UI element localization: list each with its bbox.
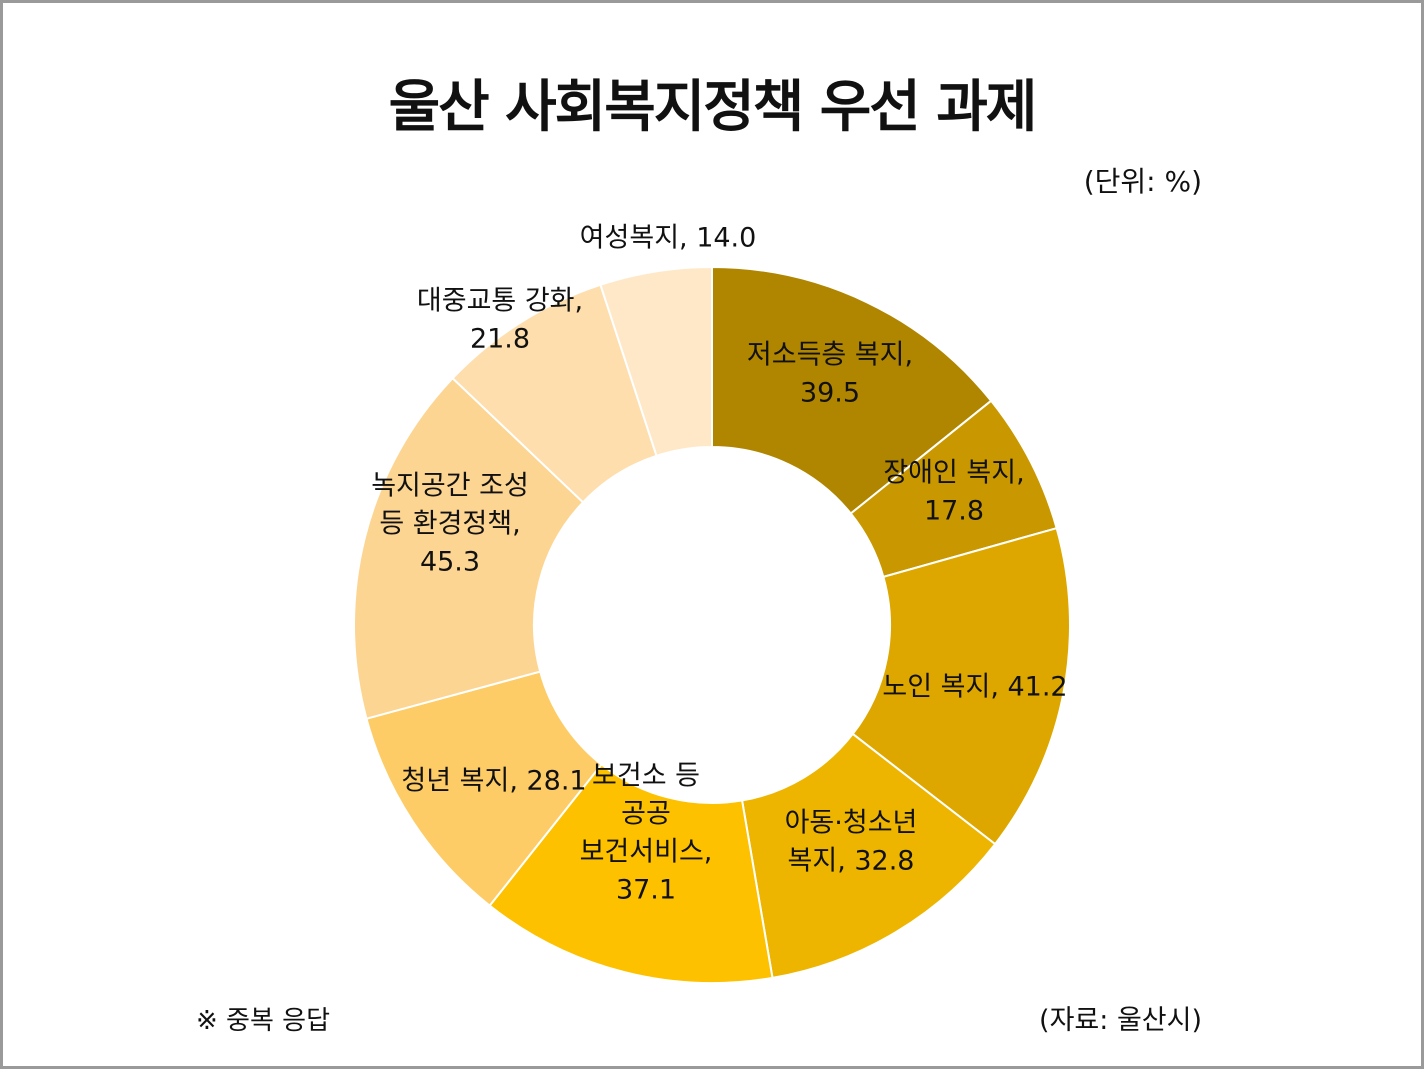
slice-label-line: 45.3 [420, 547, 480, 578]
slice-label-line: 대중교통 강화, [417, 286, 583, 317]
donut-slice [599, 265, 713, 458]
donut-slice [488, 763, 774, 984]
slice-label-line: 39.5 [800, 378, 860, 409]
slice-label-line: 청년 복지, 28.1 [401, 766, 586, 797]
slice-label-line: 공공 [621, 799, 671, 830]
slice-label-line: 아동·청소년 [785, 808, 918, 839]
slice-label-line: 21.8 [470, 324, 530, 355]
slice-label: 여성복지, 14.0 [580, 223, 757, 254]
slice-label: 장애인 복지, 17.8 [883, 458, 1024, 527]
source-note: (자료: 울산시) [1039, 1005, 1202, 1036]
slice-label-line: 17.8 [924, 496, 984, 527]
donut-slice [711, 265, 993, 515]
unit-label: (단위: %) [1083, 165, 1202, 198]
slice-label-line: 등 환경정책, [379, 509, 520, 540]
footnote: ※ 중복 응답 [196, 1006, 330, 1036]
slice-label-line: 보건소 등 [592, 761, 700, 792]
slice-label-line: 저소득층 복지, [747, 340, 913, 371]
donut-slice [353, 376, 585, 720]
slice-label: 청년 복지, 28.1 [401, 766, 586, 797]
slice-label-line: 37.1 [616, 875, 676, 906]
slice-label-line: 녹지공간 조성 [371, 471, 529, 502]
donut-slice [740, 732, 997, 980]
slice-label: 대중교통 강화, 21.8 [417, 286, 583, 355]
slice-label: 저소득층 복지, 39.5 [747, 340, 913, 409]
chart-title: 울산 사회복지정책 우선 과제 [388, 75, 1038, 140]
slice-label-line: 노인 복지, 41.2 [882, 672, 1067, 703]
slice-label-line: 복지, 32.8 [788, 846, 915, 877]
slice-label-line: 보건서비스, [580, 837, 713, 868]
slice-label: 노인 복지, 41.2 [882, 672, 1067, 703]
donut-slice [851, 526, 1071, 846]
slice-label-line: 여성복지, 14.0 [580, 223, 757, 254]
slice-label-line: 장애인 복지, [883, 458, 1024, 489]
